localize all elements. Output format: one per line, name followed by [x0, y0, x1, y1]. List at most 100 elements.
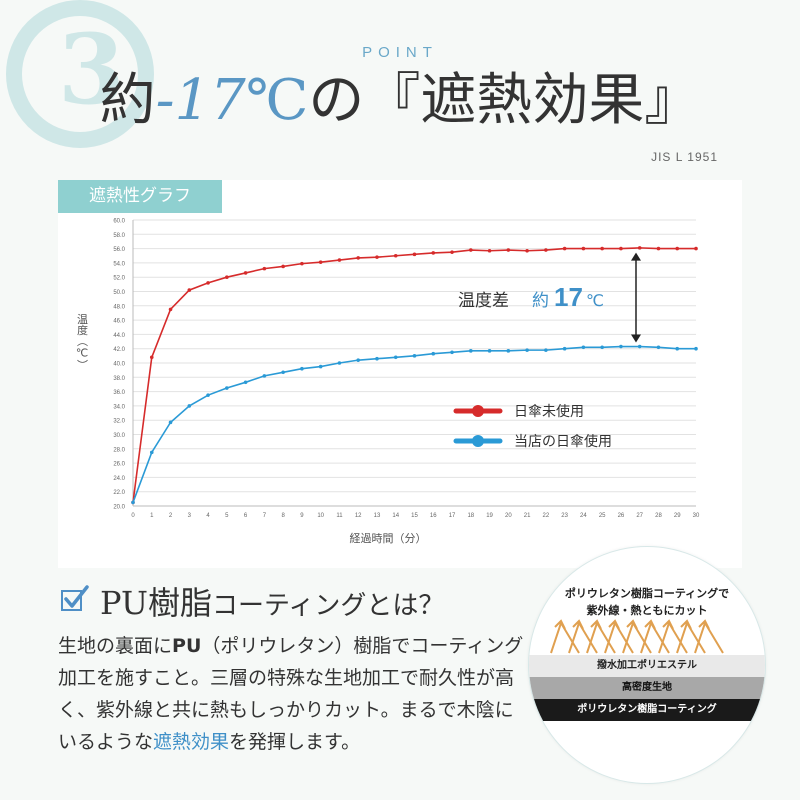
series-1-point	[487, 248, 492, 253]
series-2-point	[675, 346, 680, 351]
x-tick-label: 7	[263, 513, 267, 519]
x-tick-label: 17	[449, 513, 456, 519]
y-tick-label: 36.0	[113, 390, 125, 396]
x-tick-label: 25	[599, 513, 606, 519]
section-title: PU樹脂コーティングとは？	[100, 578, 444, 624]
headline: 約-17℃の『遮熱効果』	[0, 70, 800, 132]
difference-label: 温度差	[458, 291, 509, 311]
difference-arrow-down-icon	[631, 334, 641, 343]
x-tick-label: 16	[430, 513, 437, 519]
series-2-point	[581, 345, 586, 350]
series-1-point	[281, 264, 285, 269]
fabric-layer-diagram: ポリウレタン樹脂コーティングで 紫外線・熱ともにカット 撥水加工ポリエステル 高密…	[528, 546, 766, 784]
series-2-point	[168, 420, 173, 425]
series-2-point	[487, 349, 492, 353]
x-tick-label: 5	[225, 513, 229, 519]
series-line-1	[132, 247, 696, 503]
diagram-caption-line2: 紫外線・熱ともにカット	[586, 604, 708, 617]
series-1-point	[262, 266, 267, 271]
x-tick-label: 26	[618, 513, 625, 519]
series-2-point	[131, 500, 135, 505]
series-1-point	[318, 260, 323, 264]
y-tick-label: 58.0	[113, 233, 125, 239]
diagram-caption-line1: ポリウレタン樹脂コーティングで	[564, 587, 730, 600]
series-1-point	[187, 288, 192, 292]
series-2-point	[393, 355, 398, 360]
series-1-point	[506, 248, 511, 252]
y-tick-label: 32.0	[113, 419, 125, 425]
series-2-point	[469, 349, 473, 353]
y-tick-label: 48.0	[113, 304, 125, 310]
x-tick-label: 14	[392, 513, 399, 519]
series-1-point	[337, 258, 342, 262]
series-1-point	[356, 256, 361, 260]
series-1-point	[619, 246, 623, 251]
x-tick-label: 27	[636, 513, 643, 519]
y-axis-label: 温度（℃）	[76, 313, 89, 370]
series-1-point	[412, 252, 417, 257]
y-tick-label: 24.0	[113, 476, 125, 482]
headline-unit: ℃	[245, 68, 309, 133]
series-1-point	[168, 307, 173, 312]
x-tick-label: 1	[150, 513, 154, 519]
series-1-point	[525, 248, 529, 253]
layer-polyester: 撥水加工ポリエステル	[529, 655, 765, 677]
series-2-point	[356, 358, 361, 362]
series-2-point	[318, 364, 323, 369]
series-2-point	[149, 450, 154, 455]
y-tick-label: 46.0	[113, 319, 125, 325]
y-tick-label: 20.0	[113, 505, 125, 511]
section-body: 生地の裏面にPU（ポリウレタン）樹脂でコーティング加工を施すこと。三層の特殊な生…	[58, 630, 528, 758]
series-1-point	[544, 248, 548, 252]
legend-label-2: 当店の日傘使用	[514, 433, 612, 450]
series-2-point	[506, 349, 511, 353]
headline-prefix: 約	[99, 68, 156, 133]
series-2-point	[412, 354, 417, 358]
series-2-point	[562, 346, 567, 351]
series-2-point	[243, 380, 248, 385]
legend-marker-2	[472, 435, 484, 447]
x-tick-label: 9	[300, 513, 304, 519]
y-tick-label: 28.0	[113, 447, 125, 453]
series-1-point	[225, 275, 229, 279]
y-tick-label: 42.0	[113, 347, 125, 353]
legend-label-1: 日傘未使用	[514, 403, 584, 420]
y-tick-label: 54.0	[113, 261, 125, 267]
y-tick-label: 38.0	[113, 376, 125, 382]
y-tick-label: 22.0	[113, 490, 125, 496]
x-tick-label: 22	[543, 513, 550, 519]
series-1-point	[431, 251, 436, 255]
x-tick-label: 21	[524, 513, 531, 519]
body-text-2: （ポリウレタン）樹脂でコーティング加工を施すこと。三層の特殊な生地加工で耐久性が…	[58, 635, 524, 753]
series-2-point	[206, 393, 210, 397]
series-2-point	[694, 346, 698, 351]
x-tick-label: 13	[374, 513, 381, 519]
body-text-1: 生地の裏面に	[58, 635, 173, 657]
y-tick-label: 30.0	[113, 433, 125, 439]
number-badge: 3	[58, 13, 125, 126]
series-2-point	[600, 345, 604, 350]
difference-value: 17	[554, 282, 583, 312]
y-tick-label: 52.0	[113, 276, 125, 282]
chart-tab-label: 遮熱性グラフ	[58, 180, 222, 213]
checkbox-icon	[61, 585, 89, 611]
y-tick-label: 44.0	[113, 333, 125, 339]
series-1-point	[694, 246, 698, 251]
x-tick-label: 0	[131, 513, 135, 519]
difference-unit: ℃	[586, 291, 604, 310]
y-tick-label: 26.0	[113, 462, 125, 468]
heat-arrows-icon	[550, 619, 724, 654]
x-tick-label: 3	[188, 513, 192, 519]
x-tick-label: 2	[169, 513, 173, 519]
x-tick-label: 28	[655, 513, 662, 519]
legend-marker-1	[472, 405, 484, 417]
y-tick-label: 50.0	[113, 290, 125, 296]
x-tick-label: 4	[206, 513, 210, 519]
series-1-point	[600, 246, 604, 251]
x-tick-label: 11	[336, 513, 343, 519]
series-1-point	[469, 248, 473, 252]
series-1-point	[243, 271, 248, 275]
series-1-point	[450, 250, 454, 254]
x-tick-label: 20	[505, 513, 512, 519]
headline-suffix: の『遮熱効果』	[308, 68, 701, 133]
